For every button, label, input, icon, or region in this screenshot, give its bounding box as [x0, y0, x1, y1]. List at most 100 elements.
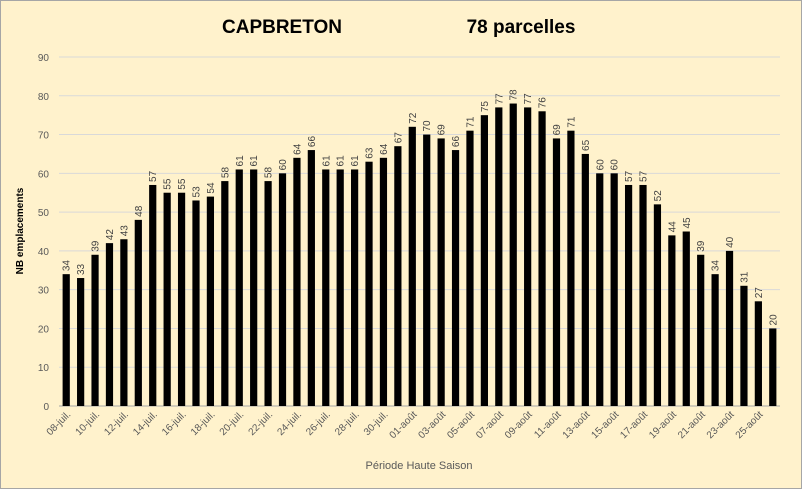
- bar: [610, 173, 618, 406]
- data-label: 71: [566, 116, 577, 128]
- data-label: 33: [76, 263, 87, 275]
- data-label: 39: [696, 240, 707, 252]
- y-tick-label: 20: [38, 324, 50, 335]
- x-tick-label: 25-août: [734, 409, 766, 441]
- data-label: 60: [595, 159, 606, 171]
- data-label: 54: [206, 182, 217, 194]
- bar: [163, 192, 171, 406]
- data-label: 48: [134, 205, 145, 217]
- data-label: 52: [653, 190, 664, 202]
- bar: [192, 200, 200, 406]
- bar: [336, 169, 344, 406]
- data-label: 57: [639, 170, 650, 182]
- x-tick-label: 01-août: [388, 409, 420, 441]
- data-label: 64: [292, 143, 303, 155]
- x-tick-label: 05-août: [445, 409, 477, 441]
- data-label: 42: [105, 229, 116, 241]
- data-label: 69: [437, 124, 448, 136]
- data-label: 70: [422, 120, 433, 132]
- x-tick-label: 08-juil.: [45, 409, 74, 438]
- x-tick-label: 12-juil.: [102, 409, 131, 438]
- bar: [408, 126, 416, 407]
- bar: [711, 274, 719, 406]
- data-label: 75: [480, 101, 491, 113]
- bar: [480, 115, 488, 407]
- bar: [293, 157, 301, 406]
- y-tick-label: 10: [38, 363, 50, 374]
- data-label: 71: [465, 116, 476, 128]
- data-label: 31: [739, 271, 750, 283]
- x-tick-label: 14-juil.: [131, 409, 160, 438]
- y-tick-label: 30: [38, 286, 50, 297]
- y-axis-title: NB emplacements: [15, 187, 26, 274]
- data-label: 57: [624, 170, 635, 182]
- bar: [596, 173, 604, 406]
- y-tick-label: 40: [38, 247, 50, 258]
- x-tick-label: 11-août: [532, 409, 563, 440]
- bar: [725, 250, 734, 406]
- x-tick-label: 19-août: [647, 409, 679, 441]
- bar: [235, 169, 243, 406]
- data-label: 55: [177, 178, 188, 190]
- data-label: 57: [148, 170, 159, 182]
- bar: [120, 239, 128, 406]
- x-tick-label: 15-août: [590, 409, 622, 441]
- data-label: 39: [91, 240, 102, 252]
- bar: [466, 130, 474, 406]
- data-label: 61: [350, 155, 361, 167]
- data-label: 65: [581, 139, 592, 151]
- bar: [624, 184, 633, 406]
- bar: [437, 138, 445, 406]
- data-label: 43: [119, 225, 130, 237]
- data-label: 61: [249, 155, 260, 167]
- data-label: 58: [220, 167, 231, 179]
- bar: [62, 274, 70, 406]
- data-label: 72: [408, 112, 419, 124]
- data-label: 61: [321, 155, 332, 167]
- bars: [62, 103, 777, 407]
- x-axis-title: Période Haute Saison: [365, 460, 472, 472]
- x-tick-label: 28-juil.: [333, 409, 362, 438]
- bar: [278, 173, 287, 406]
- bar: [697, 254, 705, 406]
- data-label: 66: [307, 136, 318, 148]
- data-label: 61: [336, 155, 347, 167]
- x-tick-label: 23-août: [705, 409, 737, 441]
- data-label: 34: [711, 260, 722, 272]
- data-label: 61: [235, 155, 246, 167]
- x-tick-label: 10-juil.: [74, 409, 103, 438]
- y-axis-ticks: 0 10 20 30 40 50 60 70 80 90: [38, 53, 50, 413]
- x-tick-label: 26-juil.: [304, 409, 333, 438]
- data-label: 44: [667, 221, 678, 233]
- y-tick-label: 80: [38, 92, 50, 103]
- bar: [769, 328, 777, 406]
- y-tick-label: 90: [38, 53, 50, 64]
- bar: [221, 181, 229, 406]
- data-label: 58: [264, 167, 275, 179]
- bar: [653, 204, 662, 406]
- x-tick-label: 18-juil.: [189, 409, 218, 438]
- y-tick-label: 60: [38, 169, 50, 180]
- data-label: 34: [62, 260, 73, 272]
- chart-subtitle: 78 parcelles: [467, 17, 576, 38]
- x-axis-ticks: 08-juil. 10-juil. 12-juil. 14-juil. 16-juil.…: [45, 409, 766, 441]
- data-label: 45: [682, 217, 693, 229]
- bar: [581, 153, 589, 406]
- bar: [740, 285, 748, 406]
- x-tick-label: 09-août: [503, 409, 535, 441]
- data-label: 60: [278, 159, 289, 171]
- bar: [451, 150, 460, 406]
- bar: [668, 235, 676, 406]
- x-tick-label: 03-août: [416, 409, 448, 441]
- data-label: 67: [393, 132, 404, 144]
- data-label: 64: [379, 143, 390, 155]
- bar: [552, 138, 561, 406]
- x-tick-label: 16-juil.: [160, 409, 189, 438]
- bar: [91, 254, 99, 406]
- data-label: 20: [768, 314, 779, 326]
- x-tick-label: 20-juil.: [218, 409, 247, 438]
- data-label: 78: [509, 89, 520, 101]
- bar: [379, 157, 388, 406]
